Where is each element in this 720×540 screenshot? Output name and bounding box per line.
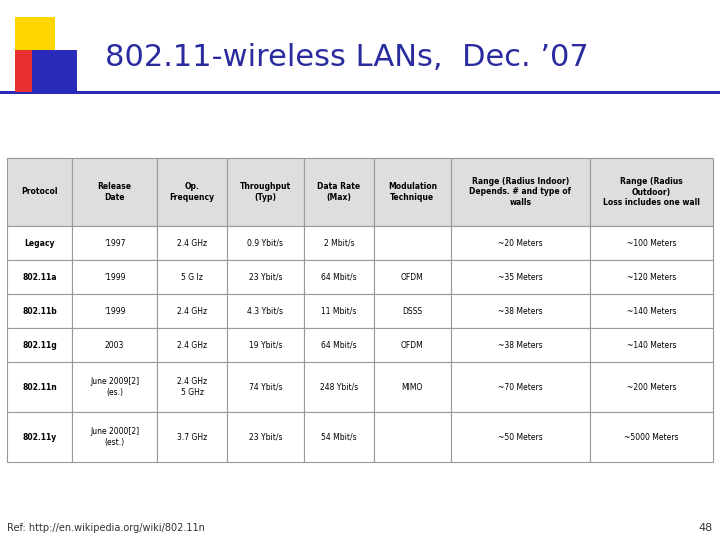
Bar bbox=[590, 412, 713, 462]
Text: 48: 48 bbox=[698, 523, 713, 533]
Bar bbox=[374, 158, 451, 226]
Bar bbox=[227, 362, 304, 412]
Text: June 2000[2]
(est.): June 2000[2] (est.) bbox=[90, 427, 139, 447]
Bar bbox=[590, 328, 713, 362]
Bar bbox=[451, 294, 590, 328]
Text: 0.9 Ybit/s: 0.9 Ybit/s bbox=[248, 239, 284, 247]
Bar bbox=[7, 362, 72, 412]
Bar bbox=[7, 294, 72, 328]
Bar bbox=[374, 362, 451, 412]
Text: '1997: '1997 bbox=[104, 239, 125, 247]
Text: ~140 Meters: ~140 Meters bbox=[626, 307, 676, 315]
Bar bbox=[157, 328, 227, 362]
Bar bbox=[72, 226, 157, 260]
Text: 5 G lz: 5 G lz bbox=[181, 273, 203, 281]
Bar bbox=[304, 260, 374, 294]
Bar bbox=[590, 226, 713, 260]
Text: Range (Radius
Outdoor)
Loss includes one wall: Range (Radius Outdoor) Loss includes one… bbox=[603, 177, 700, 207]
Bar bbox=[15, 50, 48, 92]
Bar bbox=[7, 226, 72, 260]
Text: 23 Ybit/s: 23 Ybit/s bbox=[248, 433, 282, 442]
Text: ~20 Meters: ~20 Meters bbox=[498, 239, 543, 247]
Bar bbox=[304, 362, 374, 412]
Bar bbox=[227, 294, 304, 328]
Text: 2003: 2003 bbox=[105, 341, 125, 349]
Bar bbox=[451, 260, 590, 294]
Text: '1999: '1999 bbox=[104, 273, 125, 281]
Bar bbox=[451, 362, 590, 412]
Text: 3.7 GHz: 3.7 GHz bbox=[177, 433, 207, 442]
Text: 802.11-wireless LANs,  Dec. ’07: 802.11-wireless LANs, Dec. ’07 bbox=[105, 44, 589, 72]
Bar bbox=[227, 260, 304, 294]
Text: 19 Ybit/s: 19 Ybit/s bbox=[248, 341, 282, 349]
Text: 64 Mbit/s: 64 Mbit/s bbox=[321, 341, 357, 349]
Text: MIMO: MIMO bbox=[402, 382, 423, 392]
Bar bbox=[304, 158, 374, 226]
Bar bbox=[7, 158, 72, 226]
Bar bbox=[7, 260, 72, 294]
Text: ~70 Meters: ~70 Meters bbox=[498, 382, 543, 392]
Text: 4.3 Ybit/s: 4.3 Ybit/s bbox=[248, 307, 284, 315]
Bar bbox=[72, 158, 157, 226]
Text: 74 Ybit/s: 74 Ybit/s bbox=[248, 382, 282, 392]
Bar bbox=[157, 294, 227, 328]
Bar bbox=[590, 362, 713, 412]
Text: 802.11g: 802.11g bbox=[22, 341, 57, 349]
Text: 2.4 GHz
5 GHz: 2.4 GHz 5 GHz bbox=[177, 377, 207, 397]
Text: 54 Mbit/s: 54 Mbit/s bbox=[321, 433, 357, 442]
Bar bbox=[227, 412, 304, 462]
Bar bbox=[15, 17, 55, 65]
Text: Protocol: Protocol bbox=[22, 187, 58, 197]
Bar bbox=[7, 412, 72, 462]
Bar bbox=[374, 412, 451, 462]
Text: ~38 Meters: ~38 Meters bbox=[498, 341, 543, 349]
Bar bbox=[590, 260, 713, 294]
Text: Throughput
(Typ): Throughput (Typ) bbox=[240, 183, 291, 202]
Text: Data Rate
(Max): Data Rate (Max) bbox=[318, 183, 361, 202]
Bar bbox=[304, 226, 374, 260]
Text: 23 Ybit/s: 23 Ybit/s bbox=[248, 273, 282, 281]
Text: '1999: '1999 bbox=[104, 307, 125, 315]
Bar bbox=[0, 91, 720, 94]
Bar bbox=[374, 226, 451, 260]
Text: Range (Radius Indoor)
Depends. # and type of
walls: Range (Radius Indoor) Depends. # and typ… bbox=[469, 177, 572, 207]
Bar bbox=[374, 328, 451, 362]
Text: ~5000 Meters: ~5000 Meters bbox=[624, 433, 679, 442]
Text: 64 Mbit/s: 64 Mbit/s bbox=[321, 273, 357, 281]
Text: June 2009[2]
(es.): June 2009[2] (es.) bbox=[90, 377, 139, 397]
Bar bbox=[72, 260, 157, 294]
Bar bbox=[72, 328, 157, 362]
Bar bbox=[72, 362, 157, 412]
Text: ~50 Meters: ~50 Meters bbox=[498, 433, 543, 442]
Text: 2.4 GHz: 2.4 GHz bbox=[177, 239, 207, 247]
Text: OFDM: OFDM bbox=[401, 273, 424, 281]
Text: DSSS: DSSS bbox=[402, 307, 423, 315]
Text: ~35 Meters: ~35 Meters bbox=[498, 273, 543, 281]
Bar bbox=[451, 412, 590, 462]
Bar bbox=[72, 412, 157, 462]
Bar bbox=[374, 294, 451, 328]
Text: OFDM: OFDM bbox=[401, 341, 424, 349]
Text: ~200 Meters: ~200 Meters bbox=[626, 382, 676, 392]
Text: ~100 Meters: ~100 Meters bbox=[626, 239, 676, 247]
Text: Modulation
Technique: Modulation Technique bbox=[388, 183, 437, 202]
Text: 248 Ybit/s: 248 Ybit/s bbox=[320, 382, 358, 392]
Bar bbox=[590, 294, 713, 328]
Text: 802.11b: 802.11b bbox=[22, 307, 57, 315]
Bar bbox=[32, 50, 77, 92]
Bar bbox=[227, 226, 304, 260]
Bar bbox=[157, 226, 227, 260]
Text: 802.11a: 802.11a bbox=[22, 273, 57, 281]
Text: 2 Mbit/s: 2 Mbit/s bbox=[324, 239, 354, 247]
Text: ~120 Meters: ~120 Meters bbox=[627, 273, 676, 281]
Bar bbox=[72, 294, 157, 328]
Text: Op.
Frequency: Op. Frequency bbox=[169, 183, 215, 202]
Bar bbox=[7, 328, 72, 362]
Text: Ref: http://en.wikipedia.org/wiki/802.11n: Ref: http://en.wikipedia.org/wiki/802.11… bbox=[7, 523, 205, 533]
Bar bbox=[304, 328, 374, 362]
Text: 2.4 GHz: 2.4 GHz bbox=[177, 341, 207, 349]
Bar bbox=[157, 260, 227, 294]
Text: Release
Date: Release Date bbox=[98, 183, 132, 202]
Bar bbox=[374, 260, 451, 294]
Bar bbox=[304, 294, 374, 328]
